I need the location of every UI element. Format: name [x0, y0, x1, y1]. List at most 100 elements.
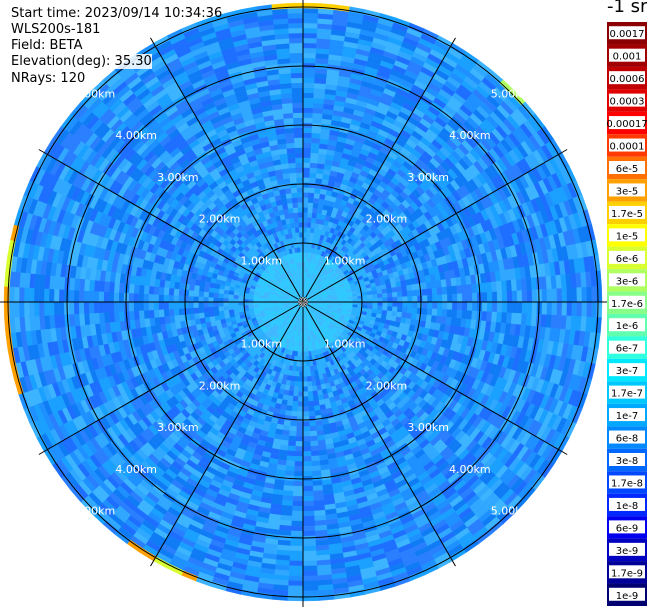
- ppi-cell: [401, 290, 408, 297]
- ppi-cell: [282, 485, 294, 492]
- ppi-cell: [302, 495, 314, 502]
- ppi-cell: [452, 293, 458, 303]
- ppi-cell: [283, 480, 294, 487]
- ppi-cell: [302, 147, 312, 153]
- ppi-cell: [312, 480, 323, 487]
- ppi-cell: [302, 87, 315, 94]
- ppi-cell: [302, 97, 314, 104]
- ppi-cell: [556, 301, 563, 316]
- ppi-cell: [302, 436, 311, 442]
- ppi-cell: [302, 117, 313, 124]
- ppi-cell: [496, 301, 503, 313]
- ppi-cell: [377, 301, 383, 307]
- ppi-cell: [302, 17, 319, 24]
- ppi-cell: [581, 301, 588, 318]
- ppi-cell: [294, 456, 304, 462]
- ppi-cell: [302, 590, 319, 597]
- ppi-cell: [411, 289, 418, 297]
- ppi-cell: [308, 405, 315, 412]
- ppi-cell: [286, 400, 293, 407]
- ppi-cell: [289, 420, 297, 427]
- ppi-cell: [302, 132, 313, 138]
- ppi-cell: [556, 288, 563, 303]
- ppi-cell: [411, 307, 418, 315]
- ppi-cell: [310, 142, 320, 149]
- ppi-cell: [506, 301, 513, 314]
- ppi-cell: [586, 301, 593, 318]
- ppi-cell: [310, 157, 319, 164]
- ppi-cell: [290, 540, 304, 547]
- ppi-cell: [292, 485, 304, 492]
- ppi-cell: [442, 294, 448, 303]
- ppi-cell: [481, 282, 488, 293]
- ppi-cell: [302, 480, 313, 487]
- ppi-cell: [302, 92, 315, 99]
- ppi-cell: [287, 440, 296, 447]
- ppi-cell: [311, 380, 317, 387]
- ppi-cell: [377, 293, 383, 299]
- ppi-cell: [288, 560, 304, 567]
- ppi-cell: [367, 298, 373, 303]
- ppi-cell: [312, 112, 324, 119]
- ppi-cell: [302, 182, 310, 188]
- ppi-cell: [427, 301, 433, 309]
- ppi-cell: [486, 291, 493, 303]
- ppi-cell: [431, 308, 438, 317]
- ppi-cell: [302, 217, 308, 223]
- ppi-cell: [302, 77, 315, 84]
- ppi-cell: [387, 297, 393, 303]
- ppi-cell: [422, 301, 428, 309]
- ppi-cell: [293, 466, 304, 472]
- ppi-cell: [302, 187, 310, 193]
- ppi-cell: [302, 32, 318, 39]
- ppi-cell: [302, 500, 314, 507]
- ppi-cell: [310, 445, 319, 452]
- ppi-cell: [302, 386, 308, 392]
- ppi-cell: [382, 305, 388, 312]
- ppi-cell: [437, 294, 443, 303]
- ppi-cell: [591, 301, 598, 318]
- ppi-cell: [551, 301, 558, 316]
- ppi-cell: [591, 286, 598, 303]
- ppi-cell: [426, 288, 433, 296]
- ppi-cell: [302, 152, 312, 158]
- ppi-cell: [291, 510, 304, 517]
- ppi-cell: [586, 286, 593, 303]
- ppi-cell: [299, 361, 304, 367]
- ppi-cell: [285, 460, 295, 467]
- ppi-cell: [296, 421, 304, 427]
- ppi-cell: [451, 309, 458, 319]
- ppi-cell: [456, 309, 463, 319]
- ppi-cell: [581, 286, 588, 303]
- ppi-cell: [296, 426, 304, 432]
- ppi-cell: [561, 287, 568, 303]
- ppi-cell: [309, 162, 318, 169]
- ppi-cell: [302, 485, 314, 492]
- ppi-cell: [302, 112, 314, 119]
- ppi-cell: [466, 284, 473, 294]
- ppi-cell: [437, 301, 443, 310]
- ppi-cell: [382, 292, 388, 299]
- ppi-cell: [292, 490, 304, 497]
- ppi-cell: [311, 132, 321, 139]
- ppi-cell: [566, 301, 573, 317]
- ppi-cell: [571, 301, 578, 317]
- ppi-cell: [347, 296, 353, 300]
- ppi-cell: [561, 301, 568, 317]
- ppi-cell: [412, 295, 418, 303]
- ppi-cell: [302, 560, 318, 567]
- ppi-cell: [294, 451, 304, 457]
- ppi-cell: [381, 288, 388, 294]
- ppi-cell: [292, 395, 299, 402]
- ppi-cell: [391, 306, 398, 313]
- ppi-cell: [516, 290, 523, 303]
- ppi-cell: [312, 485, 324, 492]
- ppi-cell: [306, 222, 312, 228]
- ppi-cell: [536, 289, 543, 303]
- ppi-cell: [541, 289, 548, 303]
- ppi-cell: [447, 301, 453, 311]
- ppi-cell: [486, 281, 493, 293]
- ppi-cell: [421, 308, 428, 316]
- ppi-cell: [302, 540, 316, 547]
- ppi-cell: [302, 227, 308, 233]
